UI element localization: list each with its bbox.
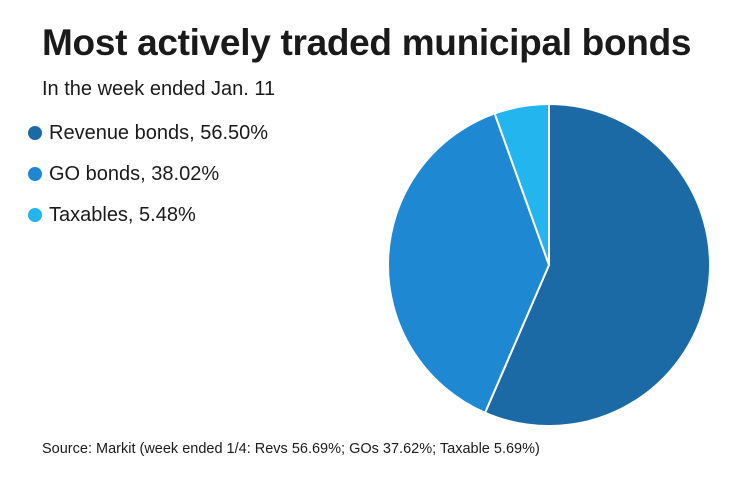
chart-subtitle: In the week ended Jan. 11	[42, 78, 276, 100]
source-note: Source: Markit (week ended 1/4: Revs 56.…	[42, 441, 540, 457]
legend-label-revenue-bonds: Revenue bonds, 56.50%	[49, 121, 269, 144]
legend-item-taxables: Taxables, 5.48%	[28, 204, 268, 226]
legend-item-revenue-bonds: Revenue bonds, 56.50%	[28, 122, 268, 144]
pie-slice-revenue-bonds	[484, 103, 711, 427]
pie-slice-taxables	[493, 103, 550, 266]
legend-swatch-taxables	[28, 208, 42, 222]
chart-title: Most actively traded municipal bonds	[42, 22, 692, 63]
legend-label-taxables: Taxables, 5.48%	[49, 203, 196, 226]
pie-slice-go-bonds	[386, 112, 550, 414]
legend: Revenue bonds, 56.50% GO bonds, 38.02% T…	[28, 122, 268, 245]
legend-swatch-go-bonds	[28, 167, 42, 181]
legend-label-go-bonds: GO bonds, 38.02%	[49, 162, 220, 185]
legend-item-go-bonds: GO bonds, 38.02%	[28, 163, 268, 185]
legend-swatch-revenue-bonds	[28, 126, 42, 140]
